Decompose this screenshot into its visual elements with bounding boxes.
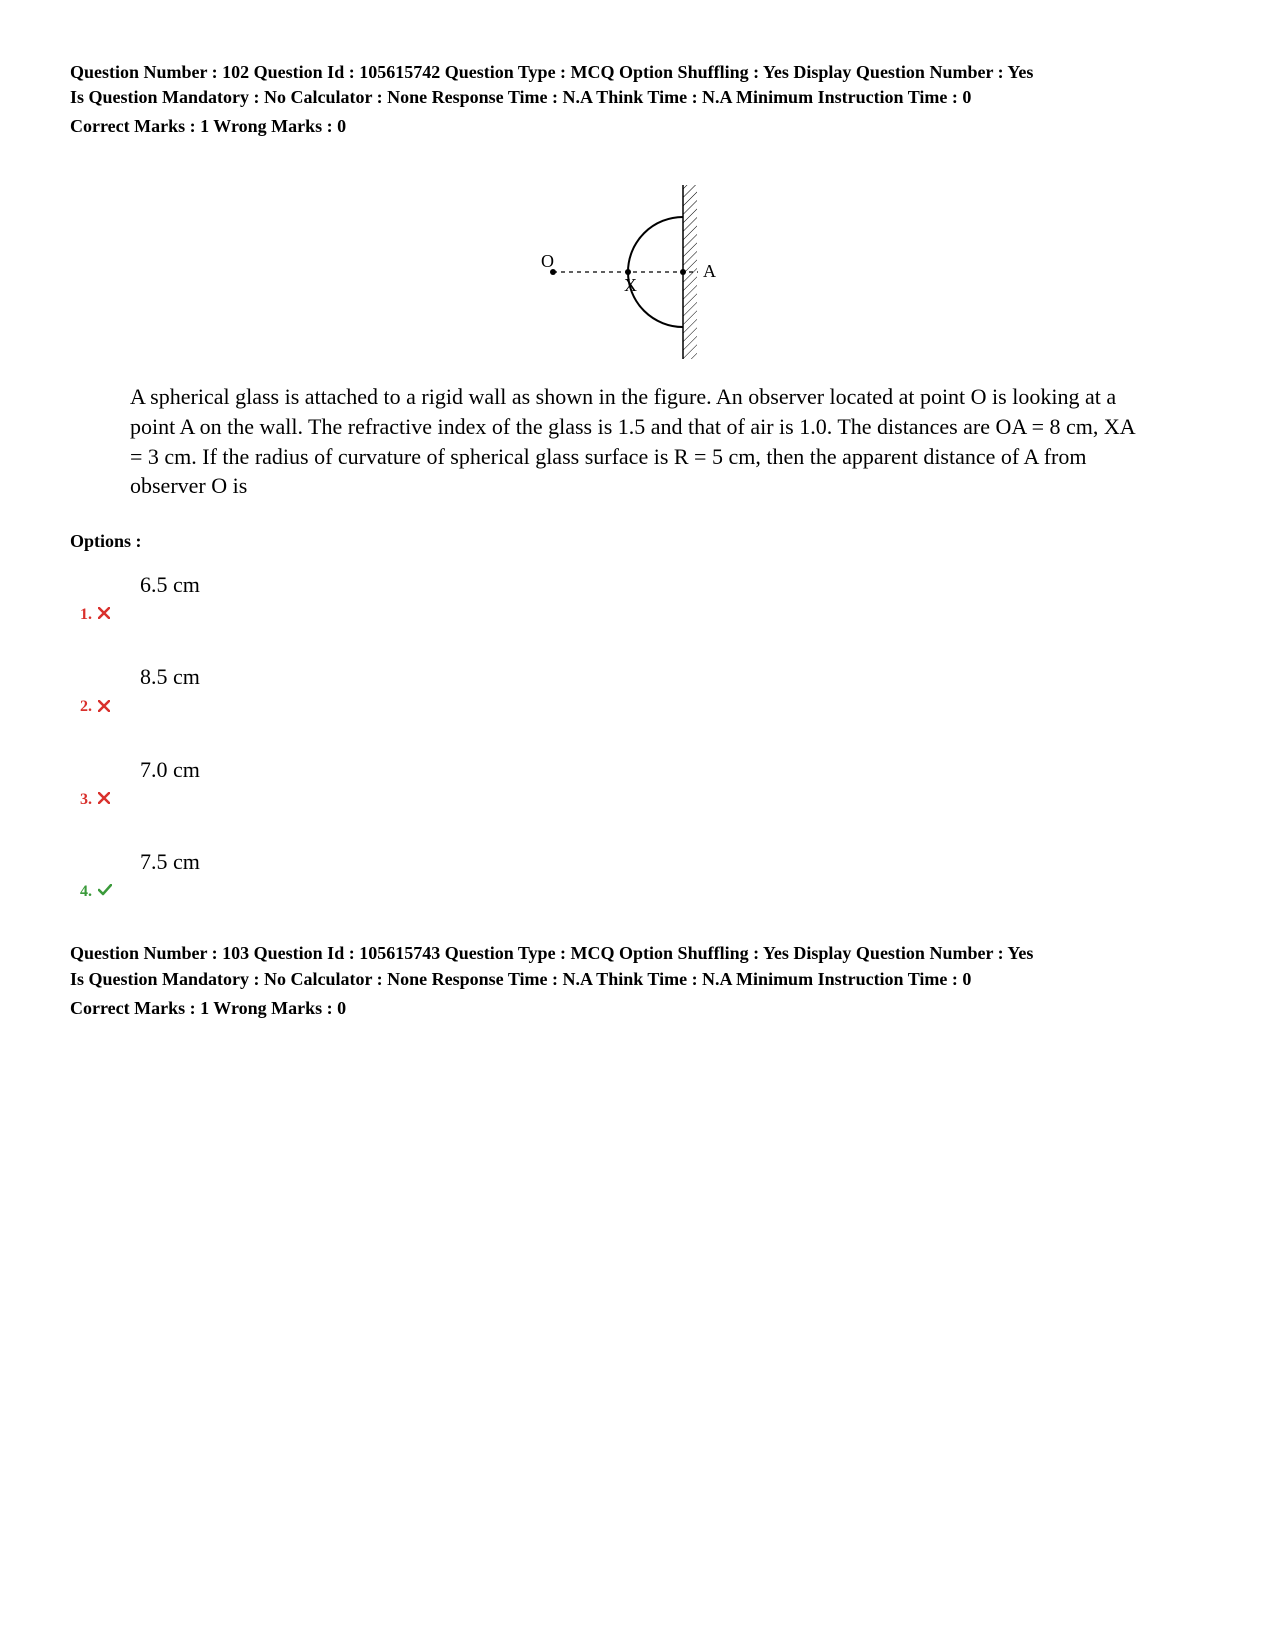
option-row: 7.5 cm 4.	[70, 849, 1205, 901]
option-num-label: 3.	[80, 791, 92, 808]
label-X: X	[624, 275, 637, 295]
meta-line-1: Question Number : 103 Question Id : 1056…	[70, 943, 1033, 963]
cross-icon	[98, 699, 110, 717]
option-number: 1.	[80, 606, 1205, 624]
question-block-103: Question Number : 103 Question Id : 1056…	[70, 941, 1205, 1018]
option-text: 7.0 cm	[140, 757, 1205, 783]
question-text: A spherical glass is attached to a rigid…	[130, 382, 1145, 501]
marks-line: Correct Marks : 1 Wrong Marks : 0	[70, 116, 1205, 137]
option-number: 2.	[80, 698, 1205, 716]
question-figure: O X A	[70, 177, 1205, 372]
option-row: 8.5 cm 2.	[70, 664, 1205, 716]
optics-diagram-svg: O X A	[508, 177, 768, 367]
option-text: 8.5 cm	[140, 664, 1205, 690]
options-label: Options :	[70, 531, 1205, 552]
meta-line-1: Question Number : 102 Question Id : 1056…	[70, 62, 1033, 82]
option-text: 6.5 cm	[140, 572, 1205, 598]
question-block-102: Question Number : 102 Question Id : 1056…	[70, 60, 1205, 901]
option-num-label: 4.	[80, 883, 92, 900]
label-A: A	[703, 261, 716, 281]
option-text: 7.5 cm	[140, 849, 1205, 875]
cross-icon	[98, 606, 110, 624]
question-meta: Question Number : 102 Question Id : 1056…	[70, 60, 1205, 110]
cross-icon	[98, 791, 110, 809]
option-number: 3.	[80, 791, 1205, 809]
label-O: O	[541, 251, 554, 271]
option-row: 6.5 cm 1.	[70, 572, 1205, 624]
option-num-label: 1.	[80, 606, 92, 623]
marks-line: Correct Marks : 1 Wrong Marks : 0	[70, 998, 1205, 1019]
meta-line-2: Is Question Mandatory : No Calculator : …	[70, 969, 971, 989]
option-row: 7.0 cm 3.	[70, 757, 1205, 809]
question-meta: Question Number : 103 Question Id : 1056…	[70, 941, 1205, 991]
check-icon	[98, 883, 112, 901]
option-num-label: 2.	[80, 698, 92, 715]
option-number: 4.	[80, 883, 1205, 901]
meta-line-2: Is Question Mandatory : No Calculator : …	[70, 87, 971, 107]
